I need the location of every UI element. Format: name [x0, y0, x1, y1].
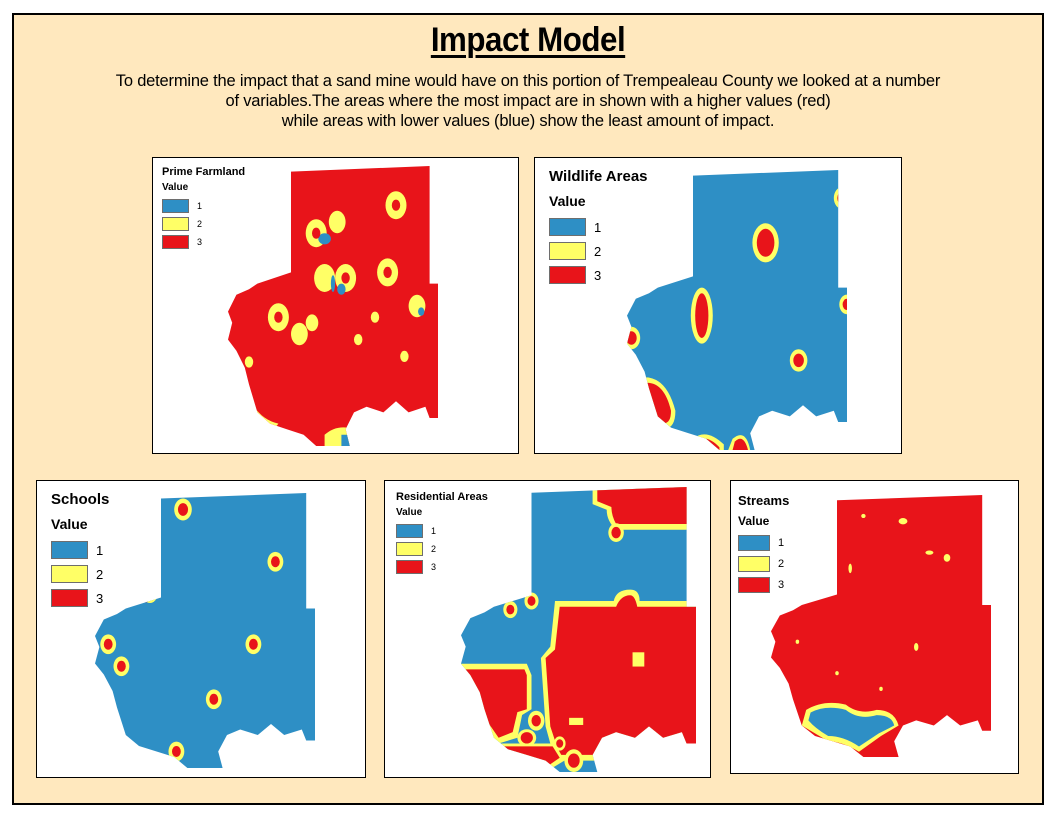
legend-title: Prime Farmland	[162, 166, 246, 178]
legend-title: Wildlife Areas	[549, 168, 648, 185]
legend-value: 3	[197, 237, 203, 247]
legend-wildlife-areas: Wildlife Areas Value 1 2 3	[549, 168, 648, 287]
swatch-blue	[162, 199, 189, 213]
legend-title: Schools	[51, 491, 110, 508]
legend-value: 3	[96, 590, 104, 606]
swatch-yellow	[549, 242, 586, 260]
prime-farmland-map	[228, 166, 438, 446]
legend-item: 1	[738, 532, 789, 553]
legend-item: 3	[549, 263, 648, 287]
legend-value: 2	[594, 243, 602, 259]
legend-value: 2	[778, 557, 785, 570]
swatch-red	[738, 576, 770, 593]
legend-field-label: Value	[738, 514, 770, 528]
legend-value: 1	[197, 201, 203, 211]
legend-item: 3	[738, 574, 789, 595]
legend-value: 1	[96, 542, 104, 558]
legend-item: 2	[51, 562, 109, 586]
legend-value: 2	[96, 566, 104, 582]
map-panel-streams: Streams Value 1 2 3	[730, 480, 1019, 774]
swatch-red	[396, 560, 423, 574]
legend-value: 1	[594, 219, 602, 235]
schools-map	[95, 493, 315, 768]
legend-field-label: Value	[51, 516, 88, 532]
swatch-blue	[51, 541, 88, 559]
legend-item: 2	[549, 239, 648, 263]
description-text: To determine the impact that a sand mine…	[34, 71, 1022, 131]
legend-prime-farmland: Prime Farmland Value 1 2 3	[162, 166, 245, 251]
legend-value: 3	[594, 267, 602, 283]
swatch-blue	[549, 218, 586, 236]
residential-areas-map	[461, 487, 696, 772]
legend-value: 1	[431, 526, 437, 536]
streams-map	[771, 495, 991, 757]
legend-field-label: Value	[396, 507, 423, 518]
swatch-blue	[738, 534, 770, 551]
legend-item: 3	[162, 233, 245, 251]
legend-item: 3	[51, 586, 109, 610]
legend-value: 1	[778, 536, 785, 549]
legend-item: 2	[738, 553, 789, 574]
swatch-red	[549, 266, 586, 284]
legend-schools: Schools Value 1 2 3	[51, 491, 109, 610]
map-panel-schools: Schools Value 1 2 3	[36, 480, 366, 778]
map-panel-prime-farmland: Prime Farmland Value 1 2 3	[152, 157, 519, 454]
legend-item: 2	[396, 540, 488, 558]
legend-value: 3	[431, 562, 437, 572]
swatch-red	[162, 235, 189, 249]
swatch-red	[51, 589, 88, 607]
legend-field-label: Value	[549, 193, 586, 209]
legend-item: 1	[396, 522, 488, 540]
legend-value: 2	[197, 219, 203, 229]
legend-title: Streams	[738, 493, 790, 508]
page-title: Impact Model	[430, 21, 626, 59]
wildlife-areas-map	[627, 170, 848, 450]
legend-residential-areas: Residential Areas Value 1 2 3	[396, 491, 488, 576]
legend-value: 3	[778, 578, 785, 591]
swatch-yellow	[51, 565, 88, 583]
legend-value: 2	[431, 544, 437, 554]
swatch-yellow	[396, 542, 423, 556]
description-line: while areas with lower values (blue) sho…	[281, 112, 775, 130]
swatch-blue	[396, 524, 423, 538]
description-line: of variables.The areas where the most im…	[225, 92, 831, 110]
description-line: To determine the impact that a sand mine…	[115, 72, 941, 90]
legend-item: 2	[162, 215, 245, 233]
map-panel-residential-areas: Residential Areas Value 1 2 3	[384, 480, 711, 778]
legend-title: Residential Areas	[396, 491, 488, 503]
legend-item: 1	[162, 197, 245, 215]
legend-item: 3	[396, 558, 488, 576]
swatch-yellow	[162, 217, 189, 231]
legend-streams: Streams Value 1 2 3	[738, 493, 789, 595]
swatch-yellow	[738, 555, 770, 572]
legend-item: 1	[549, 215, 648, 239]
map-panel-wildlife-areas: Wildlife Areas Value 1 2 3	[534, 157, 902, 454]
legend-item: 1	[51, 538, 109, 562]
legend-field-label: Value	[162, 182, 189, 193]
